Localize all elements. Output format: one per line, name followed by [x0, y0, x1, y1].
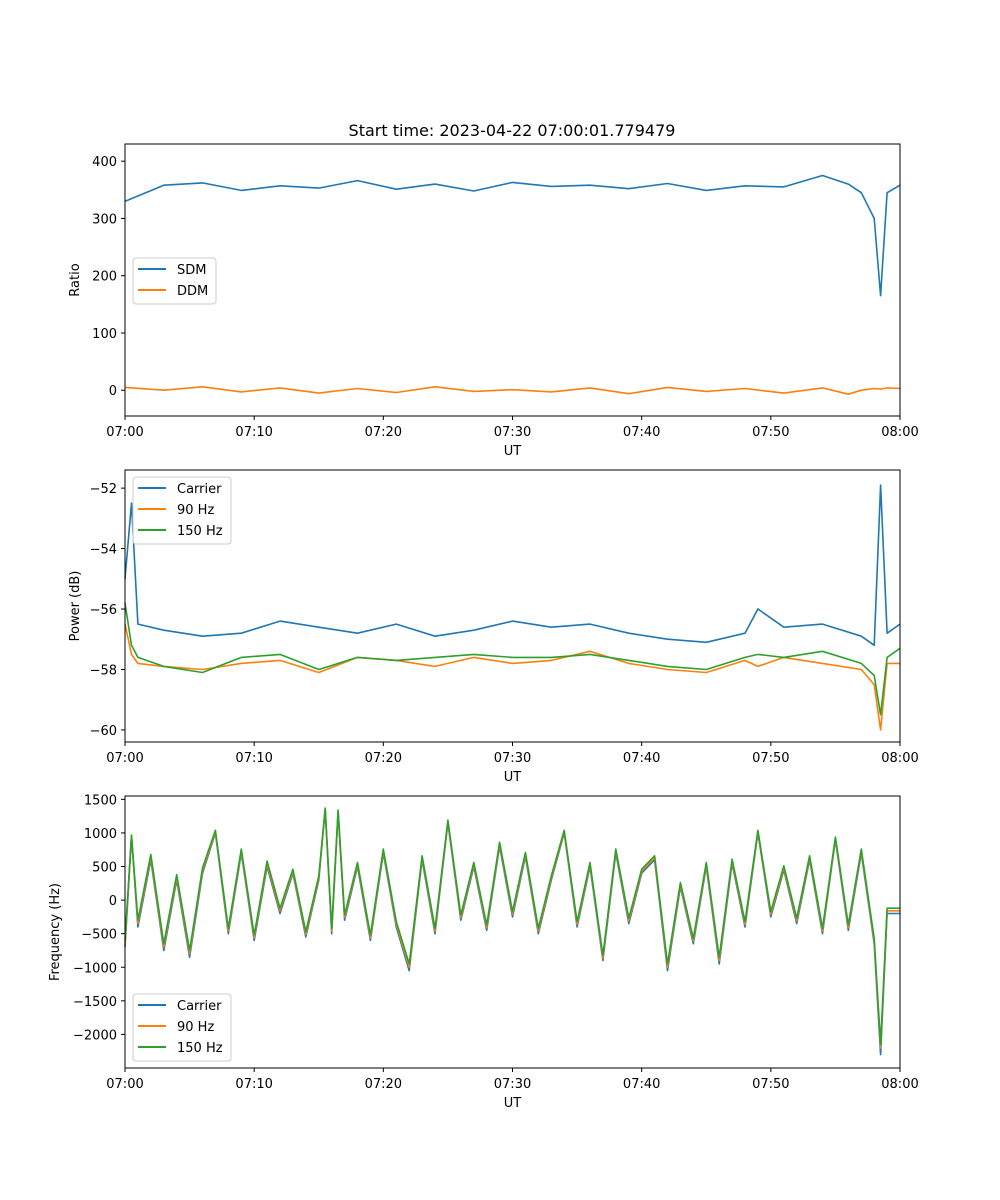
y-tick-label: −1000	[73, 961, 117, 976]
y-tick-label: −2000	[73, 1028, 117, 1043]
x-tick-label: 07:50	[752, 751, 789, 766]
x-tick-label: 07:10	[235, 751, 272, 766]
series-line-90-hz	[124, 807, 900, 1049]
legend-label: SDM	[177, 263, 206, 278]
legend-label: Carrier	[177, 999, 222, 1014]
legend: Carrier 90 Hz 150 Hz	[132, 476, 232, 545]
y-tick-label: 300	[92, 212, 117, 227]
x-tick-label: 07:50	[752, 1077, 789, 1092]
y-tick-label: −1500	[73, 995, 117, 1010]
y-tick-label: −52	[90, 482, 117, 497]
y-tick-label: 400	[92, 155, 117, 170]
axes-frame	[124, 795, 901, 1069]
x-tick-label: 07:40	[623, 425, 660, 440]
y-axis-label: Power (dB)	[68, 571, 83, 642]
x-tick-label: 08:00	[881, 1077, 918, 1092]
x-tick-label: 08:00	[881, 751, 918, 766]
x-tick-label: 07:20	[365, 1077, 402, 1092]
panel-3: 07:00 07:10 07:20 07:30 07:40 07:50 08:00 −2000…	[48, 793, 919, 1111]
x-tick-label: 07:10	[235, 1077, 272, 1092]
panel-1: 07:00 07:10 07:20 07:30 07:40 07:50 08:00 0 100 2…	[68, 143, 919, 459]
x-axis-label: UT	[504, 444, 522, 459]
series-line-150-hz	[124, 602, 901, 716]
x-axis-label: UT	[504, 1096, 522, 1111]
axes-frame	[124, 469, 901, 743]
y-axis-label: Frequency (Hz)	[48, 883, 63, 981]
series-line-150-hz	[124, 807, 900, 1046]
legend-label: 150 Hz	[177, 524, 223, 539]
x-tick-label: 07:40	[623, 751, 660, 766]
x-tick-label: 07:30	[494, 1077, 531, 1092]
y-tick-label: 1500	[84, 793, 117, 808]
x-tick-label: 08:00	[881, 425, 918, 440]
legend-box	[132, 993, 232, 1062]
legend-box	[132, 476, 232, 545]
x-tick-label: 07:00	[106, 751, 143, 766]
x-tick-label: 07:30	[494, 751, 531, 766]
x-axis-label: UT	[504, 770, 522, 785]
legend-label: 90 Hz	[177, 1020, 214, 1035]
y-tick-label: −56	[90, 603, 117, 618]
y-tick-label: 0	[109, 384, 117, 399]
legend: SDM DDM	[132, 257, 217, 305]
legend-label: 90 Hz	[177, 503, 214, 518]
figure-title: Start time: 2023-04-22 07:00:01.779479	[349, 121, 676, 140]
series-line-ddm	[124, 385, 901, 396]
series-group	[124, 484, 901, 731]
y-tick-label: −54	[90, 543, 117, 558]
series-line-carrier	[124, 484, 901, 647]
legend: Carrier 90 Hz 150 Hz	[132, 993, 232, 1062]
x-tick-label: 07:10	[235, 425, 272, 440]
y-tick-label: 500	[92, 861, 117, 876]
legend-label: 150 Hz	[177, 1041, 223, 1056]
series-line-90-hz	[124, 623, 900, 731]
axes-frame	[124, 143, 901, 417]
x-tick-label: 07:30	[494, 425, 531, 440]
y-tick-label: 100	[92, 327, 117, 342]
x-tick-label: 07:40	[623, 1077, 660, 1092]
x-tick-label: 07:20	[365, 751, 402, 766]
x-tick-label: 07:00	[106, 1077, 143, 1092]
y-tick-label: −58	[90, 663, 117, 678]
series-line-carrier	[124, 808, 900, 1056]
panels: 07:00 07:10 07:20 07:30 07:40 07:50 08:00 0 100 2…	[48, 143, 919, 1111]
x-tick-label: 07:00	[106, 425, 143, 440]
series-group	[124, 174, 901, 396]
x-tick-label: 07:50	[752, 425, 789, 440]
y-tick-label: 1000	[84, 827, 117, 842]
series-line-sdm	[124, 174, 901, 297]
y-tick-label: 200	[92, 270, 117, 285]
y-tick-label: −60	[90, 724, 117, 739]
panel-2: 07:00 07:10 07:20 07:30 07:40 07:50 08:00 −60 −5…	[68, 469, 919, 785]
x-tick-label: 07:20	[365, 425, 402, 440]
y-tick-label: 0	[109, 894, 117, 909]
legend-label: Carrier	[177, 482, 222, 497]
series-group	[124, 807, 900, 1056]
legend-label: DDM	[177, 284, 208, 299]
y-tick-label: −500	[81, 928, 117, 943]
y-axis-label: Ratio	[68, 263, 83, 296]
